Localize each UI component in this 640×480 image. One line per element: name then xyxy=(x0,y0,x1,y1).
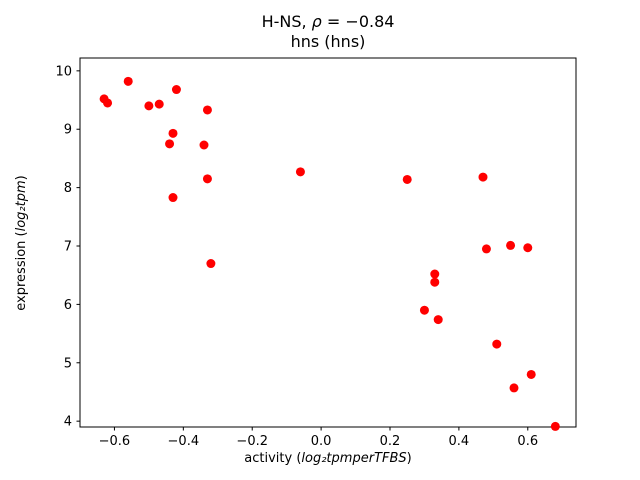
data-point xyxy=(419,305,429,315)
data-point xyxy=(492,339,502,349)
data-point xyxy=(402,174,412,184)
data-point xyxy=(168,193,178,203)
x-axis-ticks: −0.6 −0.4 −0.2 0.0 0.2 0.4 0.6 xyxy=(99,427,538,449)
data-point xyxy=(433,315,443,325)
y-axis-ticks: 4 5 6 7 8 9 10 xyxy=(55,64,80,430)
data-point xyxy=(206,259,216,269)
x-axis-label-prefix: activity ( xyxy=(244,451,301,466)
data-point xyxy=(506,240,516,250)
data-points xyxy=(99,76,560,431)
chart-title-suffix: = −0.84 xyxy=(322,12,395,31)
data-point xyxy=(199,140,209,150)
data-point xyxy=(123,76,133,86)
x-axis-label: activity (log₂tpmperTFBS) xyxy=(244,451,411,466)
data-point xyxy=(550,421,560,431)
data-point xyxy=(481,244,491,254)
data-point xyxy=(523,243,533,253)
data-point xyxy=(526,369,536,379)
data-point xyxy=(165,139,175,149)
y-axis-label-prefix: expression ( xyxy=(14,231,29,310)
axes-box xyxy=(79,57,577,428)
data-point xyxy=(202,105,212,115)
data-point xyxy=(509,383,519,393)
chart-title: H-NS, ρ = −0.84 xyxy=(262,12,395,31)
y-tick-label: 6 xyxy=(64,298,72,313)
x-tick-label: −0.2 xyxy=(236,434,268,449)
chart-title-rho: ρ xyxy=(312,12,322,31)
x-axis-label-math: log₂tpmperTFBS xyxy=(301,451,406,466)
y-axis-label-math: log₂tpm xyxy=(14,180,29,231)
y-axis-label-suffix: ) xyxy=(14,175,29,180)
y-tick-label: 10 xyxy=(55,64,72,79)
data-point xyxy=(144,101,154,111)
chart-title-prefix: H-NS, xyxy=(262,12,312,31)
x-tick-label: 0.6 xyxy=(517,434,538,449)
data-point xyxy=(295,167,305,177)
y-tick-label: 8 xyxy=(64,181,72,196)
x-tick-label: −0.6 xyxy=(99,434,131,449)
x-tick-label: −0.4 xyxy=(168,434,200,449)
data-point xyxy=(171,85,181,95)
y-tick-label: 9 xyxy=(64,123,72,138)
data-point xyxy=(430,269,440,279)
y-tick-label: 4 xyxy=(64,415,72,430)
chart-subtitle: hns (hns) xyxy=(291,32,366,51)
x-tick-label: 0.4 xyxy=(449,434,470,449)
x-axis-label-suffix: ) xyxy=(407,451,412,466)
data-point xyxy=(168,128,178,138)
data-point xyxy=(202,174,212,184)
data-point xyxy=(103,98,113,108)
data-point xyxy=(478,172,488,182)
y-tick-label: 5 xyxy=(64,356,72,371)
y-tick-label: 7 xyxy=(64,240,72,255)
y-axis-label: expression (log₂tpm) xyxy=(14,175,29,310)
x-tick-label: 0.2 xyxy=(380,434,401,449)
data-point xyxy=(430,277,440,287)
x-tick-label: 0.0 xyxy=(311,434,332,449)
data-point xyxy=(154,99,164,109)
